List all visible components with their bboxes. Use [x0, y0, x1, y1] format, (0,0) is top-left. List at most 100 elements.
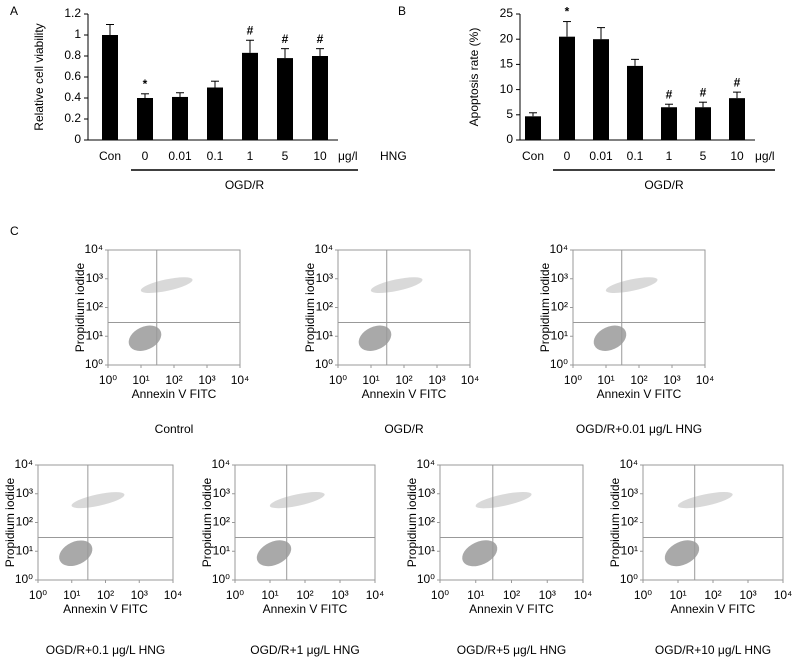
- y-axis-label: Propidium iodide: [538, 262, 552, 352]
- plot-frame: [234, 464, 376, 581]
- bar: [593, 39, 609, 141]
- x-tick-label: 10¹: [362, 373, 379, 387]
- panel-label: C: [10, 224, 19, 238]
- x-axis-label: Annexin V FITC: [362, 387, 447, 401]
- event-band: [475, 491, 532, 509]
- panel-label: B: [398, 4, 406, 18]
- x-axis-label: Annexin V FITC: [597, 387, 682, 401]
- x-tick-label: 0.01: [589, 149, 613, 163]
- unit-label: μg/l: [755, 149, 775, 163]
- y-tick-label: 10²: [551, 300, 568, 314]
- x-tick-label: 10²: [296, 588, 313, 602]
- event-band: [370, 277, 423, 293]
- y-tick-label: 10⁰: [620, 572, 638, 586]
- caption: OGD/R+10 μg/L HNG: [655, 643, 771, 657]
- plot-frame: [107, 249, 241, 366]
- y-axis-label: Propidium iodide: [608, 477, 622, 567]
- x-tick-label: 10⁴: [164, 588, 183, 602]
- x-tick-label: 10¹: [261, 588, 278, 602]
- x-tick-label: 10²: [704, 588, 721, 602]
- y-tick-label: 10⁴: [314, 242, 333, 256]
- event-cloud: [128, 325, 162, 351]
- y-tick-label: 10³: [316, 271, 333, 285]
- y-tick-label: 10¹: [316, 328, 333, 342]
- bar: [627, 65, 643, 140]
- y-axis-label: Propidium iodide: [3, 477, 17, 567]
- y-tick-label: 10¹: [16, 543, 33, 557]
- y-tick-label: 10⁰: [550, 357, 568, 371]
- x-axis-label: Annexin V FITC: [671, 602, 756, 616]
- x-tick-label: 10⁰: [564, 373, 582, 387]
- x-tick-label: 10²: [503, 588, 520, 602]
- bar: [661, 107, 677, 140]
- significance-marker: #: [700, 85, 707, 99]
- x-tick-label: 10³: [739, 588, 756, 602]
- caption: OGD/R+5 μg/L HNG: [457, 643, 567, 657]
- event-cloud: [593, 325, 627, 351]
- plot-frame: [642, 464, 784, 581]
- x-axis-label: Annexin V FITC: [469, 602, 554, 616]
- caption: Control: [155, 422, 194, 436]
- bar: [695, 107, 711, 140]
- significance-marker: #: [666, 87, 673, 101]
- x-tick-label: 10⁴: [696, 373, 715, 387]
- x-tick-label: 10⁴: [231, 373, 250, 387]
- y-tick-label: 10⁴: [619, 457, 638, 471]
- y-tick-label: 10²: [213, 515, 230, 529]
- y-tick-label: 10⁴: [549, 242, 568, 256]
- y-tick-label: 10⁰: [417, 572, 435, 586]
- event-cloud: [358, 325, 392, 351]
- x-axis-label: Annexin V FITC: [263, 602, 348, 616]
- plot-frame: [572, 249, 706, 366]
- event-band: [269, 492, 325, 509]
- x-tick-label: Con: [99, 149, 121, 163]
- caption: OGD/R+0.1 μg/L HNG: [46, 643, 166, 657]
- significance-marker: #: [734, 75, 741, 89]
- y-tick-label: 10⁴: [84, 242, 103, 256]
- x-tick-label: 10³: [198, 373, 215, 387]
- y-tick-label: 10⁰: [315, 357, 333, 371]
- y-axis-label: Propidium iodide: [303, 262, 317, 352]
- bar: [559, 36, 575, 140]
- y-axis-label: Relative cell viability: [32, 23, 46, 130]
- y-tick-label: 10⁰: [212, 572, 230, 586]
- x-tick-label: 10²: [97, 588, 114, 602]
- x-tick-label: 10: [313, 149, 327, 163]
- treatment-label: HNG: [380, 149, 407, 163]
- unit-label: μg/l: [338, 149, 358, 163]
- plot-frame: [439, 464, 584, 581]
- y-tick-label: 10⁰: [85, 357, 103, 371]
- y-tick-label: 10⁴: [416, 457, 435, 471]
- significance-marker: *: [143, 77, 148, 91]
- bar: [277, 58, 293, 140]
- x-tick-label: 10⁰: [29, 588, 47, 602]
- y-tick-label: 1: [74, 27, 81, 41]
- x-tick-label: 10⁴: [366, 588, 385, 602]
- plot-frame: [37, 464, 174, 581]
- significance-marker: #: [282, 32, 289, 46]
- y-tick-label: 10⁰: [15, 572, 33, 586]
- y-axis-label: Propidium iodide: [200, 477, 214, 567]
- x-tick-label: 0: [142, 149, 149, 163]
- x-axis-label: Annexin V FITC: [132, 387, 217, 401]
- event-cloud: [59, 540, 93, 567]
- x-tick-label: 10¹: [467, 588, 484, 602]
- y-tick-label: 10³: [418, 486, 435, 500]
- y-tick-label: 5: [506, 107, 513, 121]
- bar: [729, 98, 745, 140]
- group-label: OGD/R: [225, 178, 265, 192]
- significance-marker: *: [565, 5, 570, 19]
- event-band: [677, 492, 733, 509]
- x-tick-label: 10³: [131, 588, 148, 602]
- x-tick-label: 10³: [428, 373, 445, 387]
- x-axis-label: Annexin V FITC: [63, 602, 148, 616]
- x-tick-label: 10⁰: [329, 373, 347, 387]
- x-tick-label: 0: [564, 149, 571, 163]
- y-tick-label: 10⁴: [14, 457, 33, 471]
- y-tick-label: 0.8: [64, 48, 81, 62]
- y-tick-label: 10³: [86, 271, 103, 285]
- x-tick-label: 0.1: [207, 149, 224, 163]
- y-tick-label: 0.4: [64, 90, 81, 104]
- x-tick-label: 1: [247, 149, 254, 163]
